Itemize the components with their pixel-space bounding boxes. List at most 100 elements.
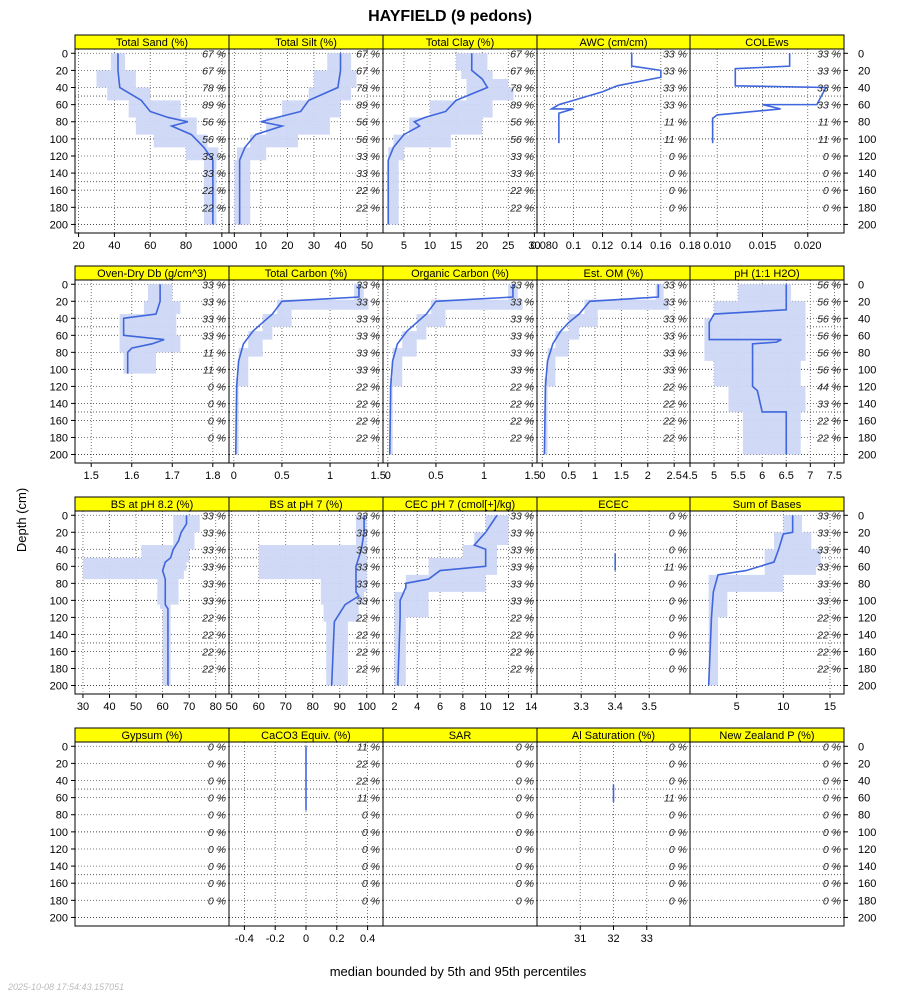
percent-label: 0 % (208, 878, 226, 890)
percent-label: 0 % (669, 646, 687, 658)
y-tick-label: 20 (858, 65, 870, 77)
x-tick-label: 8 (460, 701, 466, 713)
percent-label: 33 % (202, 595, 226, 607)
y-tick-label: 180 (858, 202, 876, 214)
x-tick-label: 50 (130, 701, 142, 713)
y-tick-label: 40 (858, 776, 870, 788)
percent-label: 22 % (509, 381, 534, 393)
y-tick-label: 140 (50, 398, 68, 410)
percent-label: 0 % (516, 758, 534, 770)
percent-label: 22 % (509, 202, 534, 214)
percent-label: 44 % (817, 381, 841, 393)
y-tick-label: 100 (858, 364, 876, 376)
panel-14: Sum of Bases 33 % 33 % 33 % 33 % 33 % 33 % 22 %… (689, 496, 876, 713)
y-tick-label: 200 (50, 219, 68, 231)
y-tick-label: 120 (858, 151, 876, 163)
percent-label: 22 % (509, 629, 534, 641)
percent-label: 0 % (208, 861, 226, 873)
percentile-band (388, 284, 523, 455)
y-tick-label: 60 (858, 793, 870, 805)
y-tick-label: 100 (50, 364, 68, 376)
percent-label: 33 % (510, 296, 534, 308)
x-tick-label: 0.5 (428, 470, 443, 482)
percent-label: 0 % (516, 844, 534, 856)
y-tick-label: 100 (858, 134, 876, 146)
percent-label: 0 % (516, 810, 534, 822)
percent-label: 0 % (362, 844, 380, 856)
y-tick-label: 200 (50, 449, 68, 461)
y-tick-label: 160 (50, 185, 68, 197)
percent-label: 33 % (510, 168, 534, 180)
x-tick-label: 60 (156, 701, 168, 713)
panel-8: Est. OM (%) 33 % 33 % 33 % 33 % 33 % 33 % 22 % 2… (536, 265, 691, 482)
x-tick-label: 70 (280, 701, 292, 713)
percent-label: 89 % (202, 100, 226, 112)
percent-label: 0 % (362, 810, 380, 822)
percent-label: 22 % (355, 776, 380, 788)
x-tick-label: 20 (72, 240, 84, 252)
percent-label: 22 % (816, 646, 841, 658)
x-tick-label: 5 (401, 240, 407, 252)
x-tick-label: 10 (480, 701, 492, 713)
y-tick-label: 0 (62, 279, 68, 291)
percent-label: 56 % (356, 134, 380, 146)
y-tick-label: 80 (858, 117, 870, 129)
y-tick-label: 100 (858, 595, 876, 607)
x-tick-label: 100 (213, 240, 231, 252)
percent-label: 22 % (355, 185, 380, 197)
percent-label: 0 % (208, 810, 226, 822)
percentile-band (234, 284, 369, 455)
panel-strip-label: New Zealand P (%) (719, 730, 814, 742)
percent-label: 67 % (510, 48, 534, 60)
y-tick-label: 120 (50, 844, 68, 856)
x-tick-label: 0 (385, 470, 391, 482)
panel-strip-label: Organic Carbon (%) (411, 268, 509, 280)
median-line (708, 284, 788, 455)
y-tick-label: 100 (50, 595, 68, 607)
percent-label: 0 % (208, 895, 226, 907)
percent-label: 22 % (355, 663, 380, 675)
x-tick-label: 0.12 (592, 240, 613, 252)
percent-label: 0 % (516, 793, 534, 805)
percent-label: 33 % (663, 313, 687, 325)
percent-label: 22 % (355, 202, 380, 214)
percent-label: 33 % (663, 364, 687, 376)
panel-strip-label: Total Sand (%) (116, 37, 188, 49)
percent-label: 33 % (817, 561, 841, 573)
y-tick-label: 180 (50, 202, 68, 214)
percent-label: 67 % (356, 65, 380, 77)
percent-label: 0 % (208, 827, 226, 839)
x-tick-label: 30 (528, 240, 540, 252)
x-tick-label: 40 (334, 240, 346, 252)
percent-label: 22 % (509, 612, 534, 624)
percent-label: 22 % (509, 432, 534, 444)
percent-label: 56 % (817, 279, 841, 291)
percentile-band (706, 515, 821, 686)
panel-strip-label: pH (1:1 H2O) (734, 268, 799, 280)
percent-label: 0 % (823, 202, 841, 214)
y-tick-label: 80 (858, 810, 870, 822)
y-tick-label: 0 (62, 741, 68, 753)
percent-label: 11 % (203, 347, 226, 359)
y-tick-label: 200 (858, 680, 876, 692)
y-tick-label: 180 (50, 663, 68, 675)
y-tick-label: 200 (50, 680, 68, 692)
y-tick-label: 60 (56, 100, 68, 112)
x-tick-label: 0.14 (621, 240, 642, 252)
percent-label: 22 % (201, 612, 226, 624)
panel-frame (689, 741, 845, 927)
percent-label: 0 % (823, 844, 841, 856)
y-tick-label: 20 (858, 296, 870, 308)
x-tick-label: 1.5 (84, 470, 99, 482)
x-tick-label: 30 (77, 701, 89, 713)
y-tick-label: 120 (858, 381, 876, 393)
panel-12: CEC pH 7 (cmol[+]/kg)33 %33 %33 %33 %33 … (382, 496, 538, 713)
median-line (397, 514, 498, 686)
x-tick-label: 0.2 (329, 933, 344, 945)
median-line (388, 284, 514, 455)
percent-label: 33 % (510, 364, 534, 376)
percent-label: 33 % (663, 330, 687, 342)
percent-label: 78 % (202, 83, 226, 95)
panel-strip-label: Al Saturation (%) (572, 730, 655, 742)
percent-label: 33 % (510, 544, 534, 556)
